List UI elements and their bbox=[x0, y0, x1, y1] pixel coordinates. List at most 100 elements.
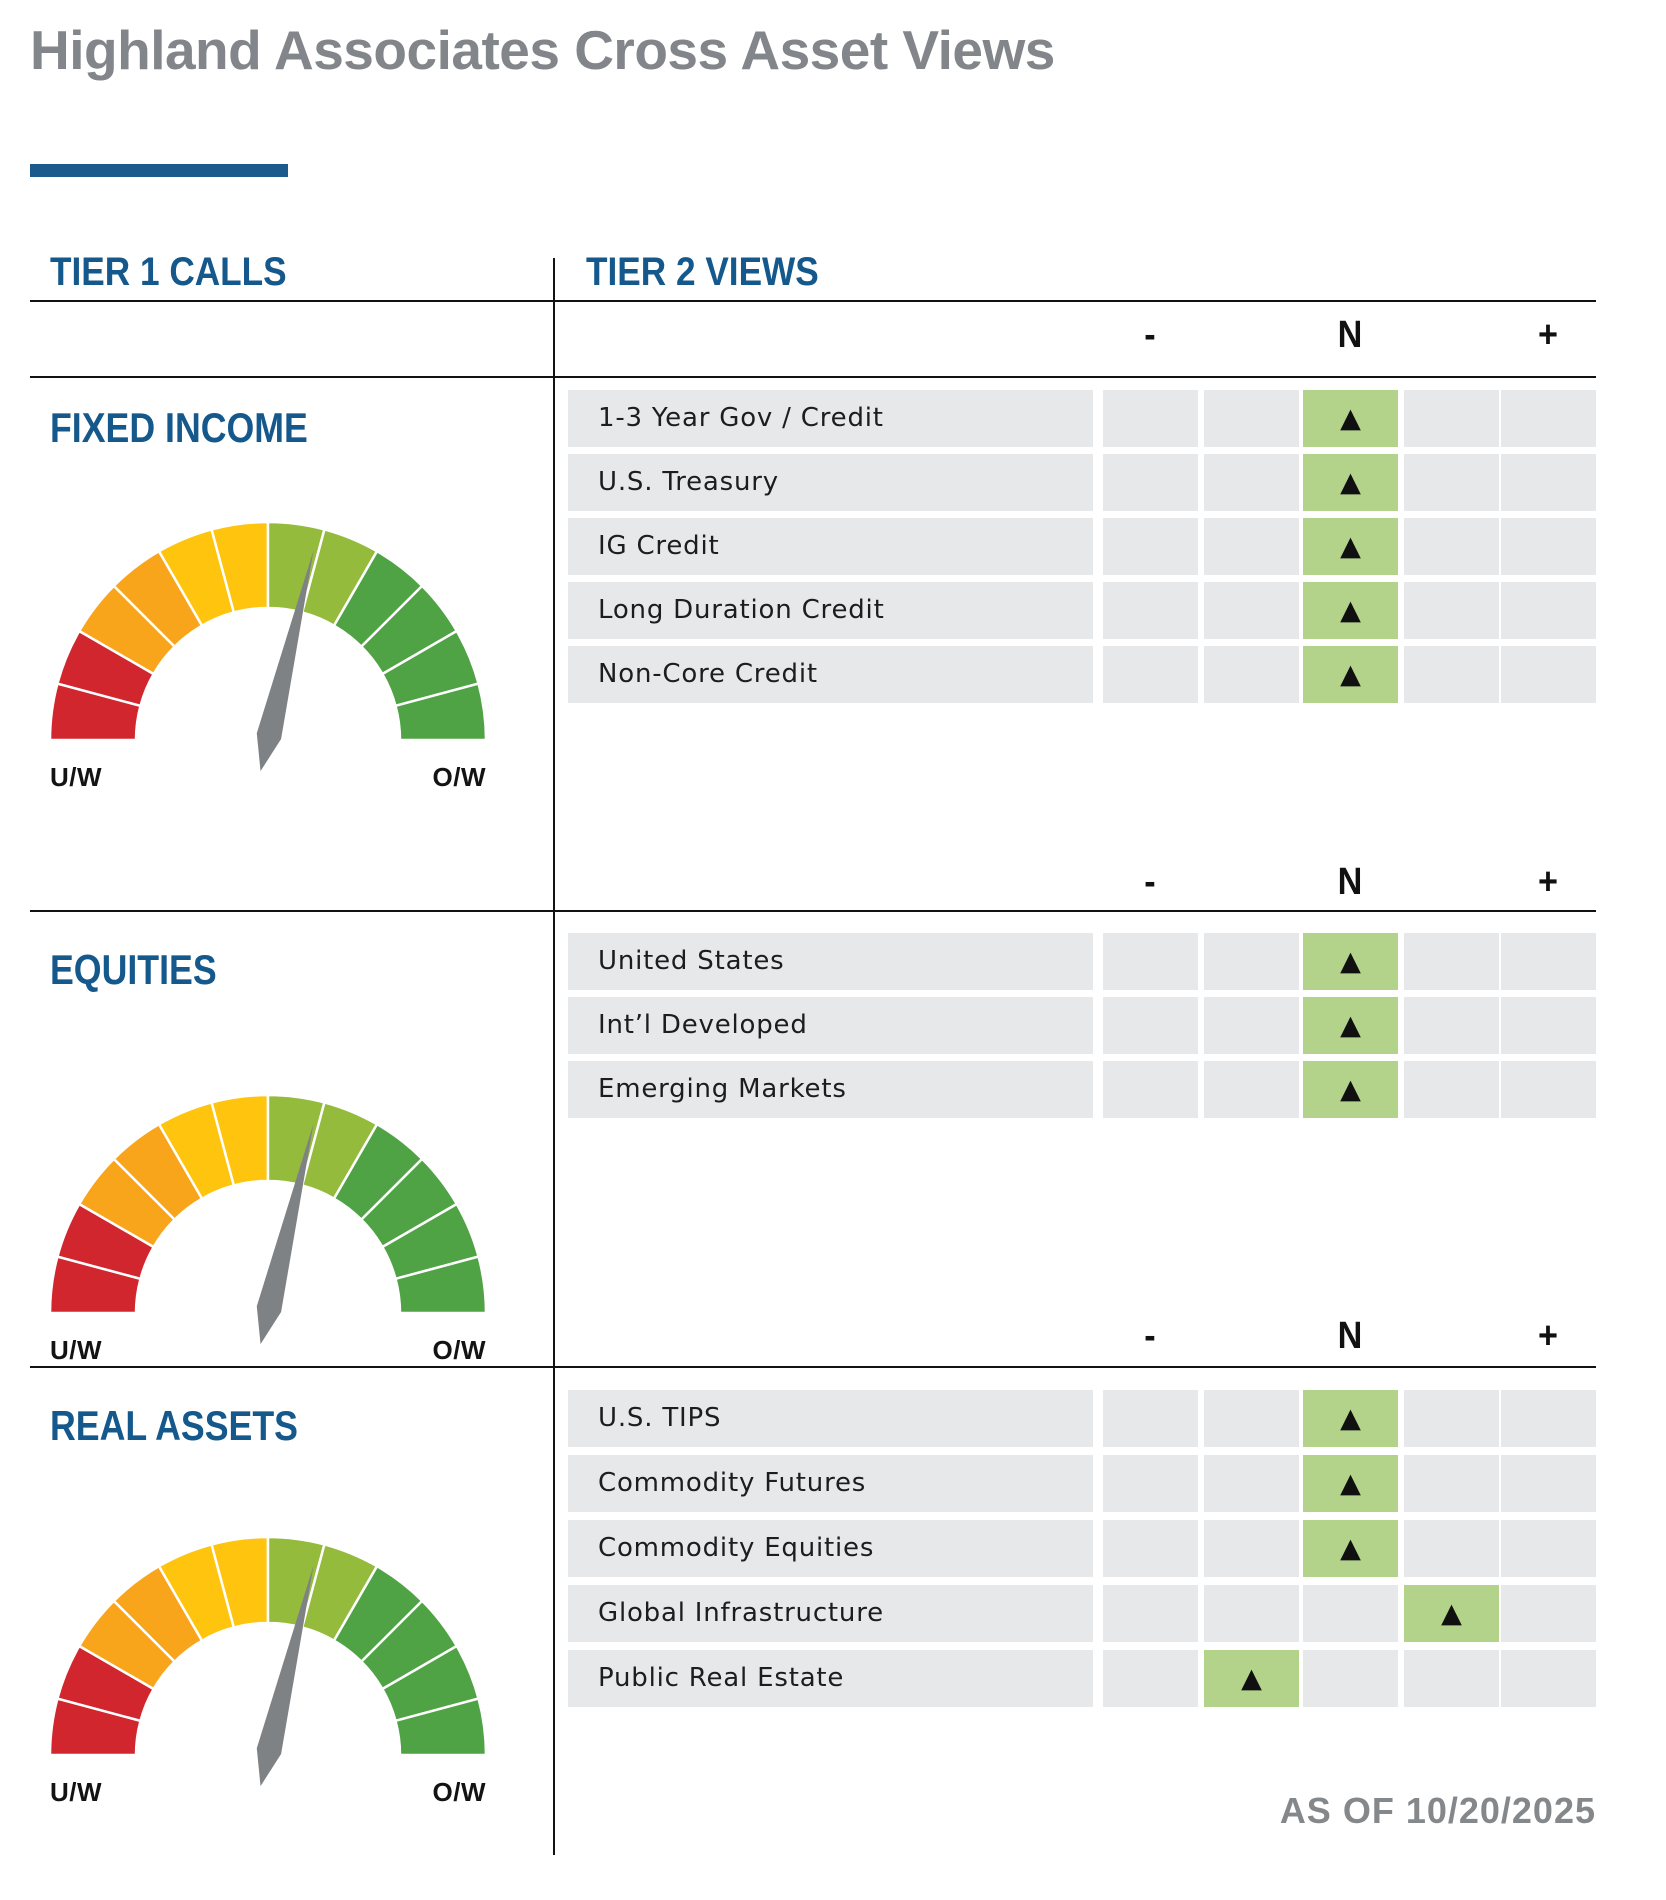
view-cell bbox=[1404, 1455, 1499, 1512]
scale-header-neutral: N bbox=[1337, 1315, 1363, 1357]
gauge-overweight-label: O/W bbox=[432, 1335, 486, 1365]
view-cell-active: ▲ bbox=[1303, 1455, 1398, 1512]
section-rule bbox=[30, 1366, 1596, 1368]
view-cell bbox=[1404, 518, 1499, 575]
view-cell bbox=[1204, 1520, 1299, 1577]
row-label: U.S. TIPS bbox=[598, 1403, 722, 1433]
triangle-marker-icon: ▲ bbox=[1340, 1010, 1361, 1041]
scale-header-neutral: N bbox=[1337, 314, 1363, 356]
view-cell bbox=[1103, 1455, 1198, 1512]
title-accent-bar bbox=[30, 164, 288, 177]
view-cell bbox=[1501, 582, 1596, 639]
triangle-marker-icon: ▲ bbox=[1340, 1468, 1361, 1499]
gauge-segment bbox=[393, 1255, 488, 1315]
view-cell bbox=[1103, 933, 1198, 990]
table-row-u-s-tips: U.S. TIPS bbox=[568, 1390, 1093, 1447]
view-cell bbox=[1501, 1455, 1596, 1512]
view-cell bbox=[1501, 1061, 1596, 1118]
table-row-int-l-developed: Int’l Developed bbox=[568, 997, 1093, 1054]
table-row-1-3-year-gov-credit: 1-3 Year Gov / Credit bbox=[568, 390, 1093, 447]
triangle-marker-icon: ▲ bbox=[1340, 946, 1361, 977]
triangle-marker-icon: ▲ bbox=[1241, 1663, 1262, 1694]
view-cell bbox=[1404, 1520, 1499, 1577]
page-title: Highland Associates Cross Asset Views bbox=[30, 19, 1055, 81]
scale-header-minus: - bbox=[1144, 1315, 1156, 1357]
gauge-underweight-label: U/W bbox=[50, 1777, 103, 1807]
tier1-calls-heading: TIER 1 CALLS bbox=[50, 250, 287, 294]
view-cell bbox=[1204, 646, 1299, 703]
view-cell bbox=[1501, 390, 1596, 447]
gauge-needle bbox=[256, 1565, 314, 1787]
view-cell bbox=[1501, 454, 1596, 511]
triangle-marker-icon: ▲ bbox=[1441, 1598, 1462, 1629]
section-title-fixed-income: FIXED INCOME bbox=[50, 404, 308, 451]
view-cell bbox=[1204, 1585, 1299, 1642]
view-cell bbox=[1103, 1585, 1198, 1642]
row-label: Emerging Markets bbox=[598, 1074, 847, 1104]
view-cell-active: ▲ bbox=[1303, 582, 1398, 639]
view-cell bbox=[1204, 518, 1299, 575]
scale-header-plus: + bbox=[1538, 314, 1558, 356]
view-cell bbox=[1103, 518, 1198, 575]
row-label: Global Infrastructure bbox=[598, 1598, 884, 1628]
table-row-public-real-estate: Public Real Estate bbox=[568, 1650, 1093, 1707]
table-row-long-duration-credit: Long Duration Credit bbox=[568, 582, 1093, 639]
tier2-views-heading: TIER 2 VIEWS bbox=[586, 250, 819, 294]
view-cell bbox=[1103, 582, 1198, 639]
header-rule bbox=[30, 300, 1596, 302]
row-label: Public Real Estate bbox=[598, 1663, 845, 1693]
view-cell-active: ▲ bbox=[1303, 454, 1398, 511]
view-cell bbox=[1103, 390, 1198, 447]
view-cell bbox=[1204, 582, 1299, 639]
table-row-non-core-credit: Non-Core Credit bbox=[568, 646, 1093, 703]
gauge-overweight-label: O/W bbox=[432, 762, 486, 792]
triangle-marker-icon: ▲ bbox=[1340, 467, 1361, 498]
view-cell bbox=[1303, 1585, 1398, 1642]
view-cell bbox=[1404, 582, 1499, 639]
view-cell bbox=[1404, 646, 1499, 703]
row-label: Long Duration Credit bbox=[598, 595, 885, 625]
row-label: Commodity Equities bbox=[598, 1533, 875, 1563]
view-cell-active: ▲ bbox=[1303, 646, 1398, 703]
view-cell bbox=[1204, 390, 1299, 447]
view-cell bbox=[1204, 1061, 1299, 1118]
view-cell bbox=[1501, 1520, 1596, 1577]
row-label: 1-3 Year Gov / Credit bbox=[598, 403, 884, 433]
view-cell-active: ▲ bbox=[1303, 1520, 1398, 1577]
row-label: U.S. Treasury bbox=[598, 467, 779, 497]
section-title-real-assets: REAL ASSETS bbox=[50, 1402, 298, 1449]
view-cell bbox=[1103, 1650, 1198, 1707]
gauge-overweight-label: O/W bbox=[432, 1777, 486, 1807]
gauge-segment bbox=[393, 682, 488, 742]
view-cell-active: ▲ bbox=[1303, 933, 1398, 990]
row-label: IG Credit bbox=[598, 531, 720, 561]
view-cell bbox=[1404, 454, 1499, 511]
view-cell bbox=[1204, 454, 1299, 511]
as-of-date: AS OF 10/20/2025 bbox=[1279, 1790, 1596, 1831]
view-cell bbox=[1204, 933, 1299, 990]
view-cell bbox=[1404, 1390, 1499, 1447]
table-row-united-states: United States bbox=[568, 933, 1093, 990]
view-cell bbox=[1404, 1061, 1499, 1118]
gauge-underweight-label: U/W bbox=[50, 1335, 103, 1365]
view-cell bbox=[1501, 1585, 1596, 1642]
view-cell bbox=[1103, 1520, 1198, 1577]
scale-header-plus: + bbox=[1538, 1315, 1558, 1357]
triangle-marker-icon: ▲ bbox=[1340, 403, 1361, 434]
view-cell-active: ▲ bbox=[1204, 1650, 1299, 1707]
gauge-needle bbox=[256, 550, 314, 772]
view-cell-active: ▲ bbox=[1303, 1390, 1398, 1447]
column-divider bbox=[553, 258, 555, 1855]
triangle-marker-icon: ▲ bbox=[1340, 1074, 1361, 1105]
gauge-fixed-income bbox=[48, 520, 488, 772]
triangle-marker-icon: ▲ bbox=[1340, 659, 1361, 690]
view-cell bbox=[1103, 1061, 1198, 1118]
row-label: United States bbox=[598, 946, 785, 976]
section-rule bbox=[30, 376, 1596, 378]
view-cell bbox=[1103, 646, 1198, 703]
view-cell-active: ▲ bbox=[1303, 997, 1398, 1054]
view-cell bbox=[1404, 1650, 1499, 1707]
gauge-needle bbox=[256, 1123, 314, 1345]
gauge-segment bbox=[393, 1697, 488, 1757]
